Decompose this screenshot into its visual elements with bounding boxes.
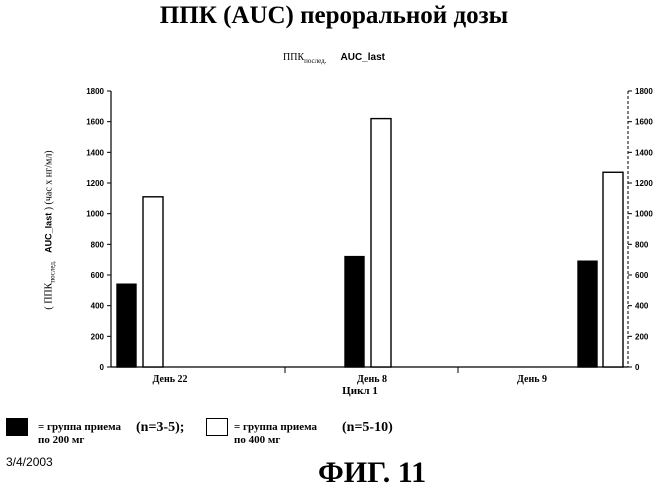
y-tick-label-right: 400 [635, 302, 649, 311]
legend-label-400mg: = группа приема по 400 мг [234, 421, 317, 447]
y-tick-label-left: 600 [91, 271, 105, 280]
y-tick-label-left: 1400 [86, 148, 104, 157]
y-tick-label-left: 0 [100, 363, 105, 372]
x-axis-label: Цикл 1 [342, 385, 378, 397]
y-tick-label-left: 1600 [86, 118, 104, 127]
y-tick-label-right: 800 [635, 240, 649, 249]
y-tick-label-left: 400 [91, 302, 105, 311]
y-tick-label-left: 1200 [86, 179, 104, 188]
x-tick-label: День 9 [517, 374, 547, 385]
y-tick-label-right: 0 [635, 363, 640, 372]
bar-200mg-1 [117, 284, 136, 367]
y-tick-label-right: 600 [635, 271, 649, 280]
legend-swatch-400mg [206, 418, 228, 436]
legend-label-200mg: = группа приема по 200 мг [38, 421, 121, 447]
bar-400mg-1 [143, 197, 163, 367]
bar-400mg-3 [603, 172, 623, 367]
legend-swatch-200mg [6, 418, 28, 436]
y-tick-label-right: 200 [635, 332, 649, 341]
y-tick-label-right: 1400 [635, 148, 653, 157]
chart-plot: 0 0 200 200 400 400 600 600 800 800 1000 1000 1200 12… [0, 0, 668, 440]
y-tick-label-right: 1200 [635, 179, 653, 188]
date-stamp: 3/4/2003 [6, 455, 53, 469]
bar-200mg-2 [345, 257, 364, 367]
bar-200mg-3 [578, 261, 597, 367]
x-tick-label: День 22 [153, 374, 188, 385]
legend-n-200mg: (n=3-5); [136, 420, 184, 436]
legend-n-400mg: (n=5-10) [342, 420, 393, 436]
x-tick-label: День 8 [357, 374, 387, 385]
y-tick-label-left: 200 [91, 332, 105, 341]
y-tick-label-right: 1000 [635, 210, 653, 219]
y-tick-label-left: 800 [91, 240, 105, 249]
y-tick-label-right: 1800 [635, 87, 653, 96]
figure-label: ФИГ. 11 [318, 456, 426, 490]
bar-400mg-2 [371, 119, 391, 367]
y-tick-label-left: 1800 [86, 87, 104, 96]
y-tick-label-left: 1000 [86, 210, 104, 219]
y-tick-label-right: 1600 [635, 118, 653, 127]
